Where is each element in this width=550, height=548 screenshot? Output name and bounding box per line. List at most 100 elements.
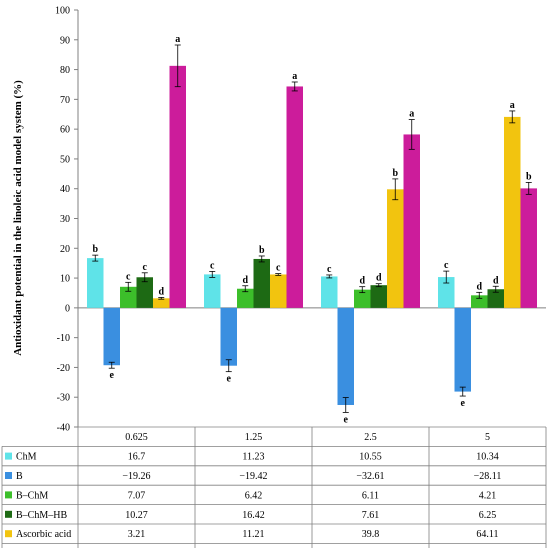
error-bar <box>509 110 516 124</box>
data-table: 0.625 1.25 2.5 5 ChM 16.7 11.23 10.55 10.34 B −19.… <box>1 426 547 548</box>
legend-label: Ascorbic acid <box>16 529 71 540</box>
bar <box>120 286 137 308</box>
significance-letter: c <box>143 262 148 273</box>
significance-letter: c <box>126 271 131 282</box>
y-tick-label: 90 <box>60 35 70 46</box>
significance-letter: d <box>158 286 164 297</box>
error-bar <box>108 361 115 369</box>
error-bar <box>225 359 232 373</box>
error-bar <box>275 273 282 276</box>
error-bar <box>476 291 483 299</box>
table-cell: 10.55 <box>359 452 382 463</box>
legend-swatch <box>5 491 12 499</box>
y-tick-label: 70 <box>60 95 70 106</box>
table-cell: 6.11 <box>362 490 379 501</box>
table-cell: 16.7 <box>128 452 146 463</box>
table-cell: 10.34 <box>476 452 499 463</box>
bars <box>87 44 537 413</box>
error-bar <box>174 44 181 88</box>
error-bar <box>242 285 249 293</box>
bar <box>454 307 471 392</box>
significance-letter: c <box>210 260 215 271</box>
error-bar <box>125 281 132 292</box>
table-cell: 6.25 <box>479 510 497 521</box>
bar <box>471 295 488 308</box>
y-tick-label: -10 <box>57 333 70 344</box>
significance-letter: a <box>510 100 515 111</box>
error-bar <box>342 397 349 413</box>
bar <box>387 189 404 308</box>
significance-letter: e <box>461 398 466 409</box>
significance-letter: e <box>344 414 349 425</box>
y-tick-label: 30 <box>60 214 70 225</box>
error-bar <box>492 285 499 293</box>
significance-letter: a <box>175 34 180 45</box>
table-cell: 64.11 <box>476 529 498 540</box>
x-category-label: 5 <box>485 432 490 443</box>
bar <box>504 116 521 308</box>
bar <box>153 298 170 308</box>
bar <box>438 277 455 308</box>
legend-swatch <box>5 472 12 479</box>
significance-letter: d <box>359 276 365 287</box>
significance-letter: b <box>526 171 532 182</box>
bar <box>321 276 338 308</box>
table-cell: 11.21 <box>242 529 264 540</box>
bar <box>286 86 303 308</box>
table-cell: 3.21 <box>128 529 146 540</box>
error-bar <box>443 270 450 284</box>
bar <box>370 285 387 308</box>
bar <box>87 258 104 308</box>
table-cell: 4.21 <box>479 490 497 501</box>
table-cell: −19.26 <box>122 471 150 482</box>
bar <box>204 274 221 308</box>
table-cell: 6.42 <box>245 490 263 501</box>
significance-letter: d <box>476 281 482 292</box>
legend-label: ChM <box>16 452 37 463</box>
table-cell: 16.42 <box>242 510 265 521</box>
legend-label: B–ChM <box>16 490 48 501</box>
error-bar <box>408 119 415 150</box>
error-bar <box>392 178 399 201</box>
legend-swatch <box>5 530 12 538</box>
error-bar <box>525 182 532 195</box>
bar <box>103 307 120 366</box>
error-bar <box>92 254 99 262</box>
significance-letter: d <box>376 273 382 284</box>
x-category-label: 1.25 <box>245 432 263 443</box>
bar <box>520 188 537 308</box>
y-tick-label: -30 <box>57 393 70 404</box>
y-tick-label: 0 <box>65 303 70 314</box>
y-tick-label: -20 <box>57 363 70 374</box>
significance-letter: d <box>242 275 248 286</box>
significance-letter: e <box>227 374 232 385</box>
y-tick-label: 100 <box>55 6 70 17</box>
bar <box>136 277 153 308</box>
bar <box>253 258 270 308</box>
significance-letter: c <box>444 260 449 271</box>
legend-swatch <box>5 452 12 460</box>
error-bar <box>291 81 298 92</box>
legend-label: B <box>16 471 23 482</box>
y-tick-label: 80 <box>60 65 70 76</box>
significance-letter: d <box>493 275 499 286</box>
significance-letter: c <box>327 264 332 275</box>
y-tick-label: 60 <box>60 125 70 136</box>
bar <box>169 65 186 308</box>
y-tick-label: -40 <box>57 423 70 434</box>
significance-letter: b <box>392 168 398 179</box>
error-bar <box>141 272 148 283</box>
error-bar <box>209 271 216 278</box>
error-bar <box>326 274 333 279</box>
significance-letter: b <box>92 244 98 255</box>
table-cell: 10.27 <box>125 510 148 521</box>
table-cell: 39.8 <box>362 529 380 540</box>
y-axis-label: Antioxidant potential in the linoleic ac… <box>12 80 24 356</box>
significance-letter: a <box>292 71 297 82</box>
x-category-label: 2.5 <box>364 432 377 443</box>
x-category-label: 0.625 <box>125 432 148 443</box>
bar <box>403 134 420 308</box>
bar <box>237 288 254 308</box>
bar <box>337 307 354 405</box>
error-bar <box>359 286 366 294</box>
